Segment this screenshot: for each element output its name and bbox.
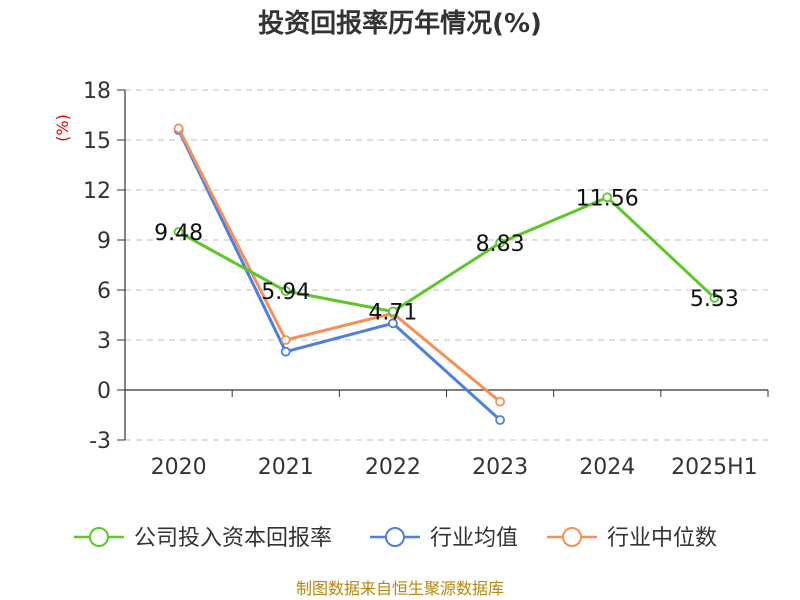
series-point [173,123,184,134]
y-axis-ticks: 18 15 12 9 6 3 0 -3 [83,79,126,454]
data-label: 11.56 [576,186,639,211]
series-point [280,286,291,296]
legend: 公司投入资本回报率 行业均值 行业中位数 [74,526,717,551]
series-point [280,346,291,357]
series-point [495,396,505,407]
y-tick-label: 9 [97,229,111,254]
series-point [280,335,291,345]
series-layer [173,123,720,425]
data-label: 4.71 [368,301,417,326]
y-tick-label: 0 [97,379,111,404]
x-tick-label: 2023 [472,455,528,480]
legend-label: 行业中位数 [607,526,717,551]
x-tick-label: 2022 [365,455,421,480]
legend-label: 公司投入资本回报率 [134,526,332,551]
legend-marker [89,527,109,547]
y-tick-label: 3 [97,329,111,354]
series-point [495,237,505,248]
y-tick-label: -3 [89,429,111,454]
y-axis-unit: (%) [53,114,72,142]
y-tick-label: 6 [97,279,111,304]
x-tick-label: 2025H1 [671,455,758,480]
y-tick-label: 12 [83,179,111,204]
series-point [709,292,720,303]
series-line [177,127,502,403]
legend-marker [562,527,582,547]
y-tick-label: 15 [83,129,111,154]
x-tick-label: 2024 [579,455,635,480]
x-axis: 2020 2021 2022 2023 2024 2025H1 [124,389,769,480]
x-tick-label: 2020 [151,455,207,480]
data-label: 8.83 [476,232,525,257]
legend-label: 行业均值 [430,526,518,551]
data-label: 9.48 [154,221,203,246]
series-point [602,192,613,203]
series-point [388,306,398,317]
data-label: 5.94 [261,280,310,305]
grid-lines [125,89,768,441]
source-note: 制图数据来自恒生聚源数据库 [296,579,504,598]
series-line [177,195,716,313]
y-tick-label: 18 [83,79,111,104]
legend-marker [385,527,405,547]
chart-title: 投资回报率历年情况(%) [258,8,542,39]
series-point [388,318,398,329]
x-tick-label: 2021 [258,455,314,480]
series-point [173,227,184,237]
data-labels: 9.48 5.94 4.71 8.83 11.56 5.53 [154,186,739,325]
data-label: 5.53 [690,287,739,312]
series-line [177,129,502,422]
series-point [495,415,505,425]
